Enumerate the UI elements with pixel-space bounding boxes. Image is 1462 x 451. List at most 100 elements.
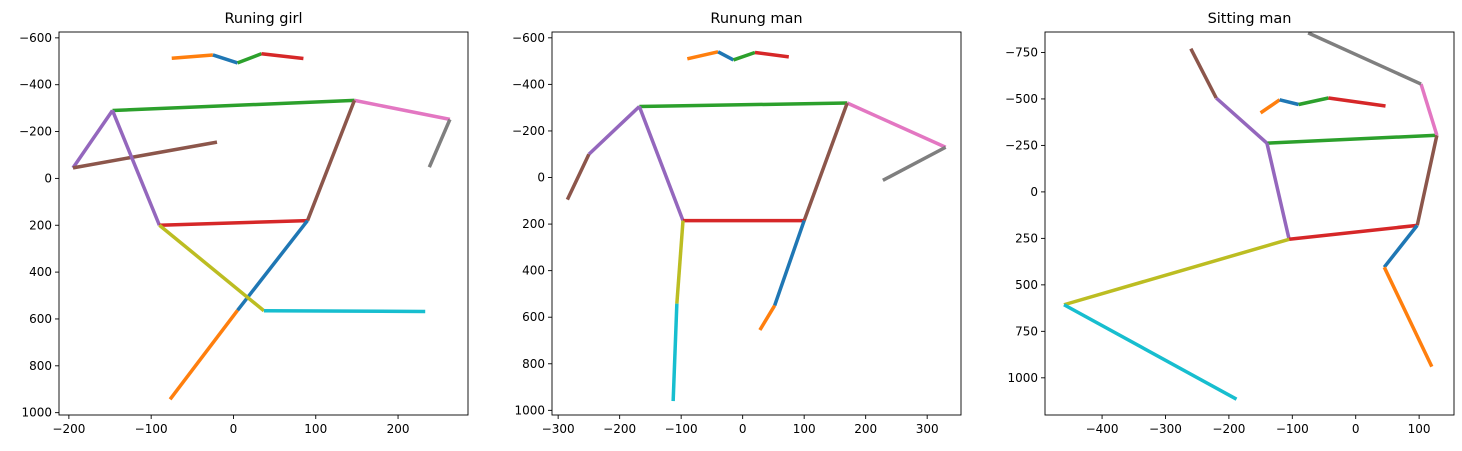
skeleton-segment-16 (263, 309, 426, 314)
y-tick-label: 1000 (1007, 371, 1038, 385)
skeleton-segment-1 (171, 53, 214, 60)
x-tick-label: 300 (916, 422, 939, 436)
x-tick-label: −200 (603, 422, 636, 436)
y-tick-label: 1000 (514, 403, 545, 417)
skeleton-segment-14 (168, 309, 239, 401)
y-tick-label: 200 (29, 218, 52, 232)
x-tick-label: 0 (1352, 422, 1360, 436)
skeleton-segment-9 (1189, 47, 1218, 99)
y-tick-label: −600 (512, 31, 545, 45)
skeleton-segment-10 (110, 109, 162, 226)
skeleton-segment-7 (1307, 32, 1422, 86)
y-tick-label: 0 (537, 171, 545, 185)
skeleton-lines (71, 52, 452, 401)
y-tick-label: −600 (19, 31, 52, 45)
skeleton-segment-12 (159, 218, 308, 228)
x-tick-label: 200 (854, 422, 877, 436)
skeleton-segment-16 (1063, 303, 1238, 401)
skeleton-segment-13 (236, 219, 309, 312)
skeleton-segment-9 (565, 153, 591, 201)
skeleton-segment-3 (732, 50, 756, 62)
chart-panel-2: −300 −200 −100 0 100 200 300 −600 −400 −200 0 200 40… (512, 11, 962, 436)
skeleton-segment-6 (1419, 83, 1439, 136)
x-tick-label: −200 (1212, 422, 1245, 436)
x-tick-label: 0 (739, 422, 747, 436)
y-tick-label: 800 (522, 357, 545, 371)
x-tick-label: −200 (52, 422, 85, 436)
chart-title: Sitting man (1208, 11, 1292, 27)
y-tick-label: −400 (512, 77, 545, 91)
skeleton-segment-11 (305, 99, 357, 222)
axes-frame (551, 31, 962, 416)
skeleton-segment-15 (158, 223, 266, 313)
skeleton-segment-1 (1259, 98, 1281, 115)
y-tick-label: −250 (1005, 138, 1038, 152)
y-tick-label: −200 (512, 124, 545, 138)
y-tick-label: −200 (19, 125, 52, 139)
x-tick-label: −300 (542, 422, 575, 436)
skeleton-segment-15 (1063, 237, 1290, 307)
x-tick-label: −400 (1086, 422, 1119, 436)
y-tick-label: 600 (29, 312, 52, 326)
x-tick-label: 100 (1408, 422, 1431, 436)
y-tick-label: 1000 (21, 406, 52, 420)
skeleton-segment-7 (882, 145, 947, 182)
chart-title: Runung man (710, 11, 802, 27)
skeleton-segment-4 (1328, 96, 1386, 108)
axes-frame (58, 31, 469, 416)
skeleton-segment-3 (1298, 96, 1329, 107)
skeleton-segment-16 (671, 303, 679, 402)
skeleton-segment-7 (427, 118, 452, 168)
x-tick-label: 100 (304, 422, 327, 436)
skeleton-segment-15 (675, 220, 685, 304)
y-tick-label: 750 (1015, 324, 1038, 338)
skeleton-segment-12 (1288, 223, 1418, 242)
skeleton-segment-14 (1382, 266, 1434, 368)
skeleton-segment-4 (261, 52, 304, 61)
skeleton-segment-2 (212, 53, 239, 65)
skeleton-segment-5 (1266, 133, 1437, 145)
skeleton-segment-3 (236, 52, 263, 65)
skeleton-segment-14 (758, 304, 777, 331)
skeleton-segment-5 (639, 101, 848, 109)
skeleton-segment-9 (72, 140, 218, 170)
axes-frame (1044, 31, 1455, 416)
x-tick-label: 100 (793, 422, 816, 436)
skeleton-segment-2 (1279, 98, 1300, 107)
y-tick-label: 800 (29, 359, 52, 373)
x-tick-label: −100 (1276, 422, 1309, 436)
y-tick-label: −500 (1005, 92, 1038, 106)
y-tick-label: 0 (1030, 185, 1038, 199)
chart-title: Runing girl (224, 11, 302, 27)
y-tick-label: 250 (1015, 231, 1038, 245)
skeleton-segment-1 (686, 50, 719, 61)
y-tick-label: 200 (522, 217, 545, 231)
skeleton-segment-2 (717, 50, 735, 62)
y-tick-label: −750 (1005, 45, 1038, 59)
y-tick-label: 500 (1015, 278, 1038, 292)
chart-panel-1: −200 −100 0 100 200 −600 −400 −200 0 200 400 600 800… (19, 11, 469, 436)
skeleton-segment-10 (1265, 142, 1291, 240)
skeleton-segment-11 (802, 102, 849, 222)
skeleton-segment-8 (71, 109, 114, 169)
skeleton-segment-10 (637, 105, 685, 222)
x-tick-label: −100 (135, 422, 168, 436)
y-tick-label: 0 (44, 171, 52, 185)
skeleton-segment-11 (1415, 134, 1439, 226)
x-tick-label: −100 (665, 422, 698, 436)
skeleton-segment-8 (1215, 96, 1269, 145)
x-tick-label: 200 (387, 422, 410, 436)
skeleton-segment-5 (112, 98, 355, 113)
skeleton-segment-13 (1382, 224, 1419, 269)
x-tick-label: −300 (1149, 422, 1182, 436)
y-tick-label: 600 (522, 310, 545, 324)
y-tick-label: 400 (29, 265, 52, 279)
skeleton-lines (565, 50, 947, 402)
skeleton-segment-6 (354, 98, 451, 122)
skeleton-lines (1063, 32, 1439, 401)
skeleton-segment-4 (754, 50, 790, 59)
x-tick-label: 0 (230, 422, 238, 436)
y-tick-label: 400 (522, 264, 545, 278)
skeleton-segment-13 (772, 220, 806, 307)
